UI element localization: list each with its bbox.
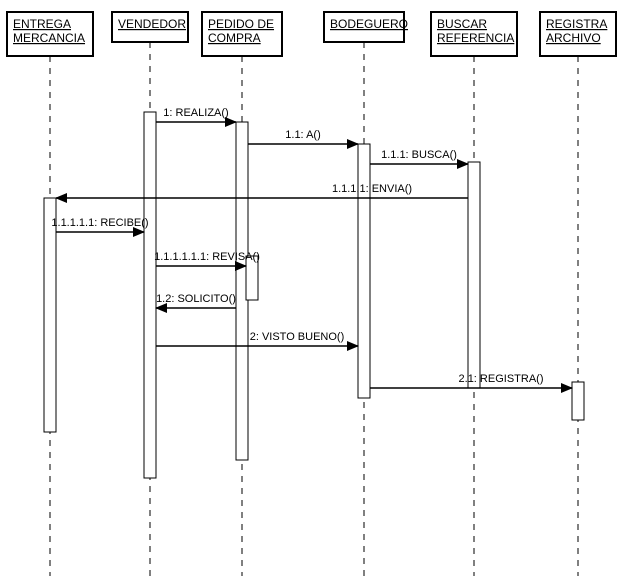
lifeline-label: COMPRA — [208, 31, 261, 45]
message-2: 1.1.1: BUSCA() — [370, 149, 468, 164]
message-3: 1.1.1.1: ENVIA() — [56, 183, 468, 198]
activation-vendedor-0 — [144, 112, 156, 478]
message-label: 1.1.1: BUSCA() — [381, 149, 457, 161]
lifeline-label: BODEGUERO — [330, 17, 408, 31]
message-label: 2: VISTO BUENO() — [250, 331, 345, 343]
lifeline-label: MERCANCIA — [13, 31, 85, 45]
lifeline-registra: REGISTRAARCHIVO — [540, 12, 616, 576]
message-0: 1: REALIZA() — [156, 107, 236, 122]
activation-buscar-4 — [468, 162, 480, 388]
lifeline-label: REFERENCIA — [437, 31, 514, 45]
lifeline-label: BUSCAR — [437, 17, 487, 31]
activation-registra-6 — [572, 382, 584, 420]
message-label: 1.2: SOLICITO() — [156, 293, 236, 305]
message-4: 1.1.1.1.1: RECIBE() — [51, 217, 148, 232]
lifeline-label: REGISTRA — [546, 17, 607, 31]
message-6: 1.2: SOLICITO() — [156, 293, 236, 308]
lifeline-label: ARCHIVO — [546, 31, 601, 45]
message-label: 1.1.1.1.1: RECIBE() — [51, 217, 148, 229]
lifeline-label: PEDIDO DE — [208, 17, 274, 31]
message-label: 2.1: REGISTRA() — [459, 373, 544, 385]
message-label: 1: REALIZA() — [163, 107, 228, 119]
lifeline-label: VENDEDOR — [118, 17, 186, 31]
message-7: 2: VISTO BUENO() — [156, 331, 358, 346]
message-label: 1.1.1.1.1.1: REVISA() — [154, 251, 260, 263]
lifeline-label: ENTREGA — [13, 17, 71, 31]
message-label: 1.1: A() — [285, 129, 320, 141]
activation-entrega-5 — [44, 198, 56, 432]
message-1: 1.1: A() — [248, 129, 358, 144]
message-label: 1.1.1.1: ENVIA() — [332, 183, 412, 195]
